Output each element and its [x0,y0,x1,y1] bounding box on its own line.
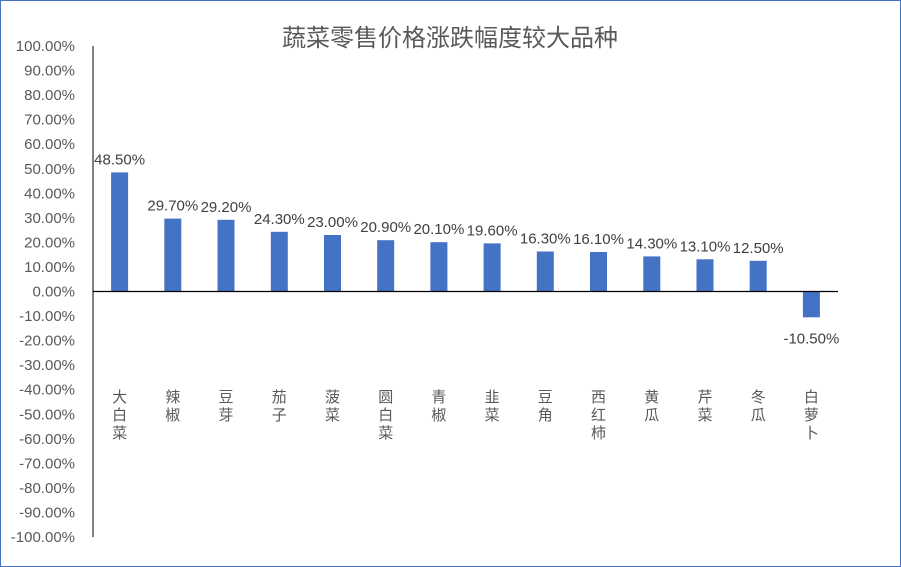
chart-title: 蔬菜零售价格涨跌幅度较大品种 [282,24,618,52]
y-tick-label: -10.00% [19,308,75,325]
bar-9 [536,251,554,292]
y-tick-label: 60.00% [24,136,75,153]
category-label: 菠菜 [325,388,340,424]
bar-6 [377,240,395,292]
category-label: 韭菜 [485,388,500,424]
data-label: 20.10% [413,221,464,238]
y-axis-ticks: 100.00% 90.00% 80.00% 70.00% 60.00% 50.00% 40.… [11,38,75,546]
y-tick-label: 30.00% [24,210,75,227]
data-label: 29.70% [147,198,198,215]
bar-13 [749,260,767,292]
category-label: 黄瓜 [644,388,659,424]
y-tick-label: -90.00% [19,504,75,521]
y-tick-label: -80.00% [19,480,75,497]
data-label: 20.90% [360,219,411,236]
bar-4 [270,231,288,292]
bar-12 [696,259,714,292]
data-label: 16.30% [520,231,571,248]
category-label: 圆白菜 [378,388,393,442]
data-label: -10.50% [783,330,839,347]
y-tick-label: -40.00% [19,382,75,399]
bar-3 [217,219,235,292]
data-label: 48.50% [94,151,145,168]
data-label: 14.30% [626,235,677,252]
category-label: 大白菜 [112,388,127,442]
y-tick-label: 70.00% [24,112,75,129]
data-label: 24.30% [254,211,305,228]
bar-1 [111,172,129,292]
data-labels-group: 48.50% 29.70% 29.20%24.30% 23.00% 20.90% 20.1… [94,151,839,347]
bar-7 [430,242,448,292]
category-label: 茄子 [272,388,287,424]
y-tick-label: -60.00% [19,431,75,448]
data-label: 23.00% [307,214,358,231]
y-tick-label: 40.00% [24,185,75,202]
category-label: 辣椒 [165,388,180,424]
y-tick-label: -50.00% [19,406,75,423]
category-label: 冬瓜 [751,388,766,424]
bar-11 [643,256,661,292]
category-label: 西红柿 [591,388,606,442]
category-label: 豆芽 [218,388,233,424]
data-label: 29.20% [201,199,252,216]
data-label: 13.10% [680,238,731,255]
data-label: 19.60% [467,222,518,239]
y-tick-label: 50.00% [24,161,75,178]
data-label: 12.50% [733,240,784,257]
y-tick-label: -70.00% [19,455,75,472]
y-tick-label: 100.00% [16,38,75,55]
y-tick-label: 10.00% [24,259,75,276]
y-tick-label: 0.00% [32,284,75,301]
bar-2 [164,218,182,292]
category-label: 豆角 [538,388,553,424]
category-label: 青椒 [431,388,446,424]
bar-10 [590,252,607,292]
bar-8 [483,243,501,292]
bars-group [111,172,820,318]
bar-5 [324,235,341,292]
y-tick-label: 90.00% [24,63,75,80]
y-tick-label: -20.00% [19,333,75,350]
y-tick-label: -100.00% [11,529,75,546]
category-labels-group: 大白菜 辣椒 豆芽 茄子 菠菜 圆白菜 青椒 韭菜 豆角 西红柿 黄瓜 芹菜 冬瓜 白萝卜 [112,388,819,442]
y-tick-label: 20.00% [24,234,75,251]
category-label: 芹菜 [697,388,712,424]
y-tick-label: 80.00% [24,87,75,104]
bar-14 [802,291,820,318]
y-tick-label: -30.00% [19,357,75,374]
data-label: 16.10% [573,231,624,248]
category-label: 白萝卜 [804,388,819,442]
